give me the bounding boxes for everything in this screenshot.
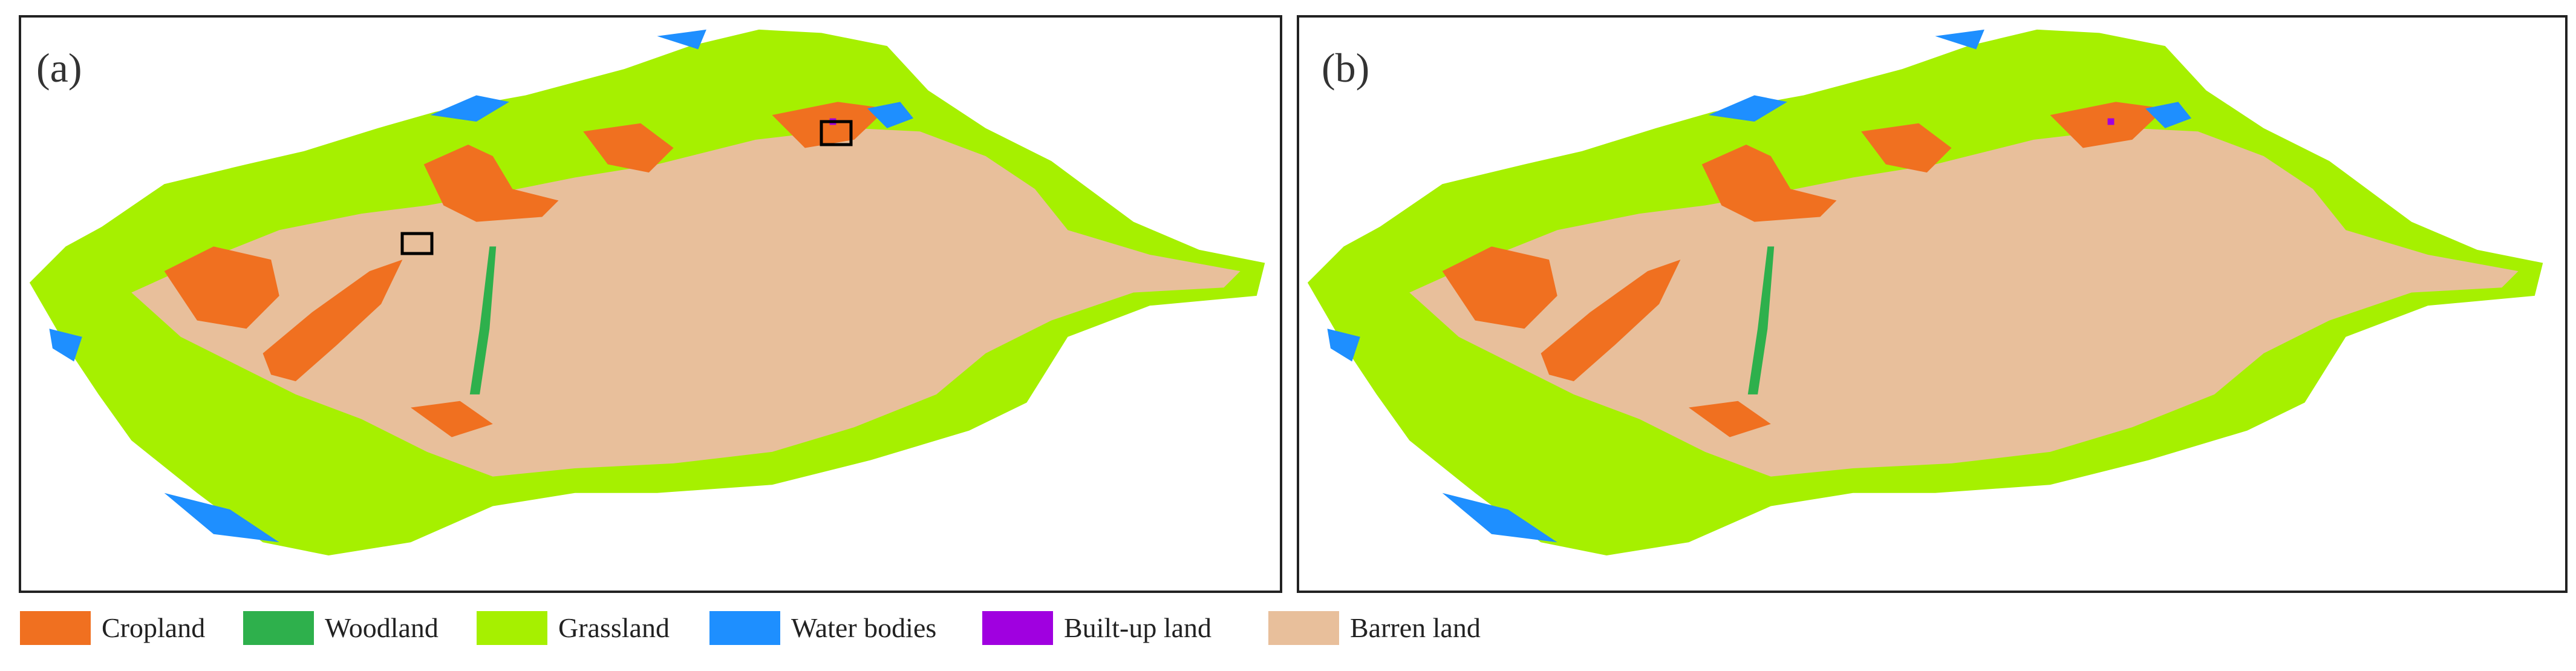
legend-label: Cropland [102,612,205,643]
highlight-box [820,120,853,146]
legend-swatch [1268,611,1339,645]
legend: Cropland Woodland Grassland Water bodies Bui… [20,611,1481,645]
legend-swatch [477,611,547,645]
legend-label: Woodland [325,612,439,643]
legend-swatch [709,611,780,645]
legend-swatch [20,611,91,645]
panel-label: (b) [1322,45,1369,91]
legend-label: Water bodies [791,612,936,643]
legend-swatch [243,611,314,645]
panel-frame [19,15,1282,593]
highlight-box [400,232,434,255]
legend-label: Grassland [558,612,670,643]
map [29,29,1265,556]
panel-label: (a) [36,45,82,91]
panel-frame [1297,15,2568,593]
legend-label: Barren land [1350,612,1481,643]
map [1307,29,2543,556]
legend-label: Built-up land [1064,612,1211,643]
legend-swatch [982,611,1053,645]
